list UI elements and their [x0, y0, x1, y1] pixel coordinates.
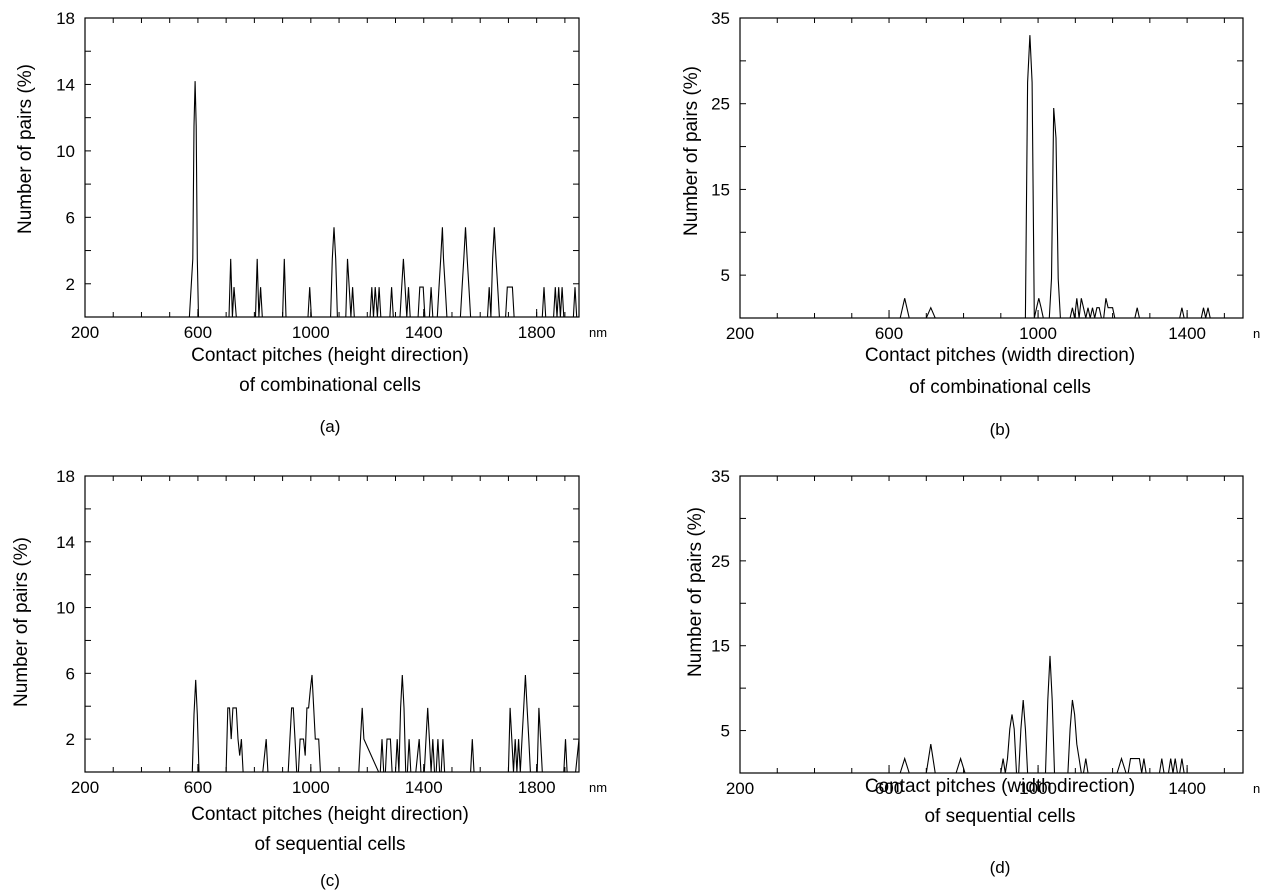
- chart-panel-a: 200 600 1000 1400 1800 nm 2 6 10 14 18 Number of p…: [0, 0, 630, 446]
- y-axis-label-a: Number of pairs (%): [15, 64, 36, 234]
- x-tick-label-c: 200: [71, 778, 99, 797]
- x-axis-label-line1-a: Contact pitches (height direction): [191, 345, 469, 366]
- y-axis-label-b: Number of pairs (%): [681, 66, 702, 236]
- y-tick-label-b: 5: [721, 266, 730, 285]
- y-tick-label-a: 14: [56, 75, 75, 94]
- x-unit-label-a: nm: [589, 325, 607, 340]
- x-tick-label-b: 600: [875, 324, 903, 343]
- data-series-line-a: [85, 81, 579, 318]
- y-tick-label-b: 15: [711, 180, 730, 199]
- x-axis-label-line2-c: of sequential cells: [254, 834, 406, 855]
- plot-frame-d: [739, 475, 1244, 774]
- x-tick-label-c: 1400: [405, 778, 443, 797]
- x-tick-label-d: 600: [875, 779, 903, 798]
- panel-caption-c: (c): [320, 871, 340, 890]
- panel-caption-b: (b): [989, 420, 1011, 439]
- y-tick-label-c: 2: [66, 730, 75, 749]
- x-axis-label-line2-a: of combinational cells: [239, 375, 421, 396]
- y-tick-label-c: 18: [56, 467, 75, 486]
- x-tick-label-c: 1800: [518, 778, 556, 797]
- x-tick-label-b: 200: [726, 324, 754, 343]
- x-axis-label-line1-c: Contact pitches (height direction): [191, 804, 469, 825]
- chart-panel-c: 200 600 1000 1400 1800 nm 2 6 10 14 18 Number of p…: [0, 446, 630, 892]
- x-tick-label-d: 200: [726, 779, 754, 798]
- x-tick-label-a: 200: [71, 323, 99, 342]
- plot-svg-b: 200 600 1000 1400 nm 5 15 25 35: [711, 9, 1261, 343]
- x-tick-label-a: 1800: [518, 323, 556, 342]
- y-tick-label-a: 18: [56, 9, 75, 28]
- panel-caption-a: (a): [319, 417, 341, 436]
- y-tick-label-a: 10: [56, 142, 75, 161]
- x-tick-label-d: 1000: [1019, 779, 1057, 798]
- y-tick-label-c: 6: [66, 664, 75, 683]
- plot-frame-a: [84, 17, 580, 318]
- x-axis-label-line1-d: Contact pitches (width direction): [864, 776, 1136, 797]
- x-axis-label-line2-b: of combinational cells: [909, 377, 1091, 398]
- data-series-line-c: [85, 674, 580, 773]
- x-tick-label-c: 600: [184, 778, 212, 797]
- chart-panel-b: 200 600 1000 1400 nm 5 15 25 35 Number of pairs …: [630, 0, 1261, 446]
- plot-frame-c: [84, 475, 580, 773]
- data-series-line-b: [740, 35, 1243, 319]
- x-tick-label-b: 1400: [1168, 324, 1206, 343]
- y-tick-label-d: 25: [711, 552, 730, 571]
- y-tick-label-c: 14: [56, 533, 75, 552]
- x-unit-label-d: nm: [1253, 781, 1261, 796]
- y-tick-label-a: 6: [66, 208, 75, 227]
- plot-svg-d: 200 600 1000 1400 nm 5 15 25 35: [711, 467, 1261, 798]
- x-tick-label-a: 1000: [292, 323, 330, 342]
- y-tick-label-d: 35: [711, 467, 730, 486]
- chart-panel-d: 200 600 1000 1400 nm 5 15 25 35 Number of pairs …: [630, 446, 1261, 892]
- x-axis-label-line1-b: Contact pitches (width direction): [864, 345, 1136, 366]
- y-tick-label-d: 15: [711, 637, 730, 656]
- x-tick-label-a: 600: [184, 323, 212, 342]
- plot-frame-b: [739, 17, 1244, 319]
- x-axis-label-line2-d: of sequential cells: [924, 806, 1076, 827]
- x-unit-label-b: nm: [1253, 326, 1261, 341]
- plot-svg-a: 200 600 1000 1400 1800 nm 2 6 10 14 18: [56, 9, 607, 342]
- y-tick-label-b: 35: [711, 9, 730, 28]
- x-tick-label-c: 1000: [292, 778, 330, 797]
- y-axis-label-d: Number of pairs (%): [685, 507, 706, 677]
- y-tick-label-c: 10: [56, 599, 75, 618]
- y-tick-label-b: 25: [711, 95, 730, 114]
- data-series-line-d: [740, 655, 1243, 774]
- plot-svg-c: 200 600 1000 1400 1800 nm 2 6 10 14 18: [56, 467, 607, 797]
- x-unit-label-c: nm: [589, 780, 607, 795]
- y-tick-label-a: 2: [66, 275, 75, 294]
- x-tick-label-b: 1000: [1019, 324, 1057, 343]
- panel-caption-d: (d): [989, 858, 1011, 877]
- y-tick-label-d: 5: [721, 722, 730, 741]
- x-tick-label-d: 1400: [1168, 779, 1206, 798]
- x-tick-label-a: 1400: [405, 323, 443, 342]
- y-axis-label-c: Number of pairs (%): [11, 537, 32, 707]
